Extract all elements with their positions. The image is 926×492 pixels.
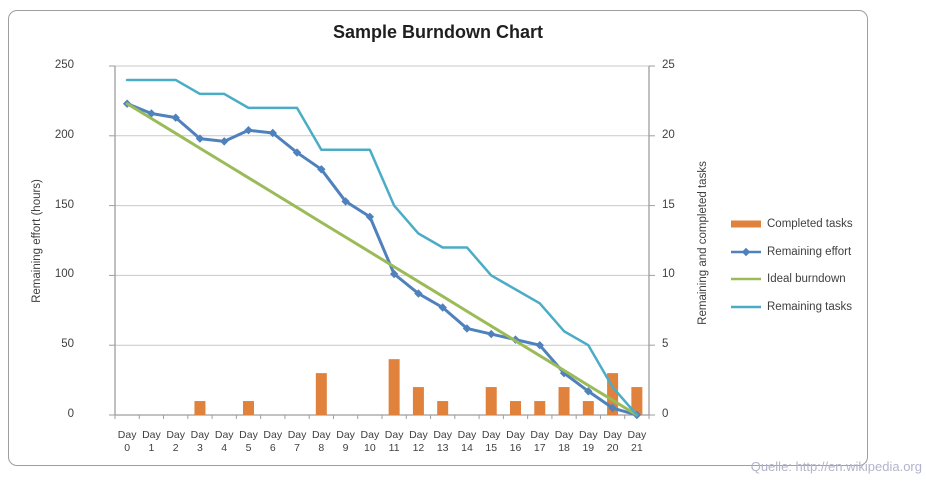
right-axis-tick-label: 25 bbox=[662, 59, 675, 71]
x-axis-label: Day 10 bbox=[360, 429, 380, 454]
bar-completed-tasks bbox=[485, 387, 497, 415]
legend-label: Completed tasks bbox=[767, 218, 853, 230]
legend-item-ideal-burndown: Ideal burndown bbox=[731, 269, 846, 289]
x-axis-label: Day 6 bbox=[263, 429, 283, 454]
marker-remaining-effort bbox=[171, 113, 180, 122]
marker-remaining-effort bbox=[438, 303, 447, 312]
legend-swatch-completed-tasks-bar-icon bbox=[731, 214, 761, 234]
marker-remaining-effort bbox=[535, 341, 544, 350]
right-axis-tick-label: 15 bbox=[662, 198, 675, 211]
bar-completed-tasks bbox=[194, 401, 206, 415]
marker-remaining-effort bbox=[317, 165, 326, 174]
bar-completed-tasks bbox=[558, 387, 570, 415]
legend-item-remaining-effort: Remaining effort bbox=[731, 242, 851, 262]
x-axis-label: Day 17 bbox=[530, 429, 550, 454]
x-axis-label: Day 12 bbox=[409, 429, 428, 454]
bar-completed-tasks bbox=[388, 359, 400, 415]
marker-remaining-effort bbox=[487, 329, 496, 339]
x-axis-label: Day 21 bbox=[627, 429, 647, 454]
plot-canvas bbox=[109, 65, 655, 420]
marker-remaining-effort bbox=[244, 126, 253, 135]
bar-completed-tasks bbox=[243, 401, 254, 415]
left-axis-tick-label: 250 bbox=[54, 59, 74, 71]
legend-label: Remaining effort bbox=[767, 245, 852, 258]
x-axis-label: Day 0 bbox=[117, 429, 137, 454]
x-axis-label: Day 9 bbox=[336, 429, 355, 454]
x-axis-label: Day 1 bbox=[142, 429, 161, 454]
x-axis-label: Day 18 bbox=[554, 429, 574, 454]
right-axis-title: Remaining and completed tasks bbox=[697, 161, 709, 325]
x-axis-label: Day 19 bbox=[578, 429, 598, 454]
x-axis-label: Day 11 bbox=[384, 429, 404, 454]
x-axis-label: Day 4 bbox=[214, 429, 234, 454]
x-axis-label: Day 16 bbox=[506, 429, 525, 454]
x-axis-label: Day 20 bbox=[603, 429, 622, 454]
x-axis-label: Day 13 bbox=[433, 429, 453, 454]
legend-swatch-remaining-tasks-line-icon bbox=[731, 297, 761, 317]
bar-completed-tasks bbox=[437, 401, 449, 415]
right-axis-tick-label: 10 bbox=[662, 268, 675, 281]
legend-label: Ideal burndown bbox=[767, 273, 846, 285]
x-axis-label: Day 5 bbox=[239, 429, 258, 454]
marker-remaining-effort bbox=[365, 212, 375, 221]
watermark: Quelle: http://en.wikipedia.org bbox=[750, 459, 922, 474]
chart-title: Sample Burndown Chart bbox=[332, 22, 543, 42]
legend-item-completed-tasks: Completed tasks bbox=[731, 214, 853, 234]
x-axis-label: Day 2 bbox=[166, 429, 186, 454]
bar-completed-tasks bbox=[607, 373, 619, 415]
right-axis-tick-label: 0 bbox=[662, 408, 669, 420]
marker-remaining-effort bbox=[341, 197, 350, 206]
left-axis-tick-label: 0 bbox=[67, 408, 74, 420]
line-remaining-effort bbox=[125, 102, 639, 417]
x-axis-label: Day 15 bbox=[481, 429, 501, 454]
left-axis-tick-label: 50 bbox=[61, 338, 74, 351]
bar-completed-tasks bbox=[534, 401, 546, 415]
bar-completed-tasks bbox=[631, 387, 643, 415]
right-axis-tick-label: 5 bbox=[662, 338, 669, 351]
bar-completed-tasks bbox=[412, 387, 424, 415]
legend-swatch-remaining-effort-line-icon bbox=[731, 242, 761, 262]
left-axis-tick-label: 200 bbox=[54, 128, 74, 141]
x-axis-label: Day 3 bbox=[190, 429, 210, 454]
marker-remaining-effort bbox=[268, 128, 277, 138]
x-axis-label: Day 7 bbox=[287, 429, 307, 454]
marker-remaining-effort bbox=[220, 137, 229, 146]
plot-area bbox=[109, 65, 655, 420]
bar-completed-tasks bbox=[510, 401, 521, 415]
marker-remaining-effort bbox=[462, 324, 472, 333]
chart-frame: Sample Burndown Chart Remaining effort (… bbox=[8, 10, 868, 466]
line-remaining-tasks bbox=[125, 78, 639, 417]
marker-remaining-effort bbox=[195, 134, 205, 143]
line-ideal-burndown bbox=[125, 102, 639, 417]
marker-remaining-effort bbox=[292, 148, 302, 157]
right-axis-tick-label: 20 bbox=[662, 128, 675, 141]
x-axis-label: Day 8 bbox=[311, 429, 331, 454]
x-axis-label: Day 14 bbox=[457, 429, 477, 454]
bar-completed-tasks bbox=[315, 373, 327, 415]
legend-label: Remaining tasks bbox=[767, 300, 853, 313]
marker-remaining-effort bbox=[608, 403, 617, 413]
left-axis-tick-label: 150 bbox=[54, 198, 74, 211]
bar-completed-tasks bbox=[582, 401, 594, 415]
left-axis-tick-label: 100 bbox=[54, 268, 74, 281]
legend-item-remaining-tasks: Remaining tasks bbox=[731, 297, 852, 317]
legend-swatch-ideal-burndown-line-icon bbox=[731, 269, 761, 289]
